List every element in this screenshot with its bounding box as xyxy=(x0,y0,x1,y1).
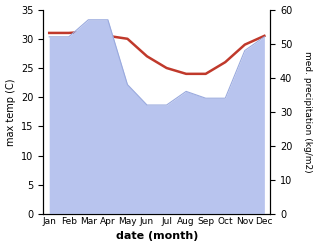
Y-axis label: med. precipitation (kg/m2): med. precipitation (kg/m2) xyxy=(303,51,313,173)
X-axis label: date (month): date (month) xyxy=(116,231,198,242)
Y-axis label: max temp (C): max temp (C) xyxy=(5,78,16,145)
